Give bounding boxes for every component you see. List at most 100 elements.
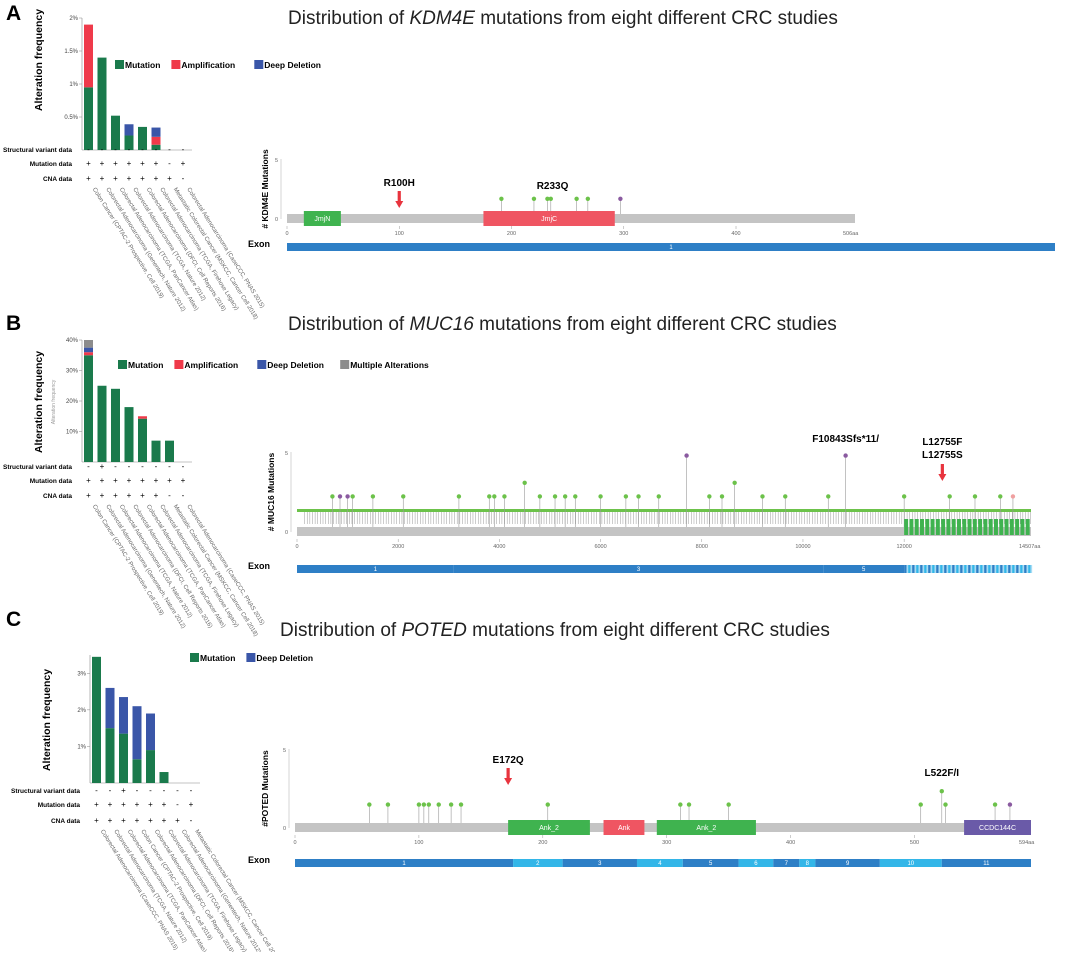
- row-mark: -: [182, 174, 185, 183]
- row-mark: +: [100, 491, 105, 500]
- row-label: Structural variant data: [3, 464, 72, 471]
- row-mark: +: [113, 491, 118, 500]
- sea-repeat-domain: [962, 519, 967, 535]
- exon-segment: [934, 565, 937, 573]
- sea-repeat-domain: [994, 519, 998, 535]
- y-tick-label: 40%: [66, 338, 79, 344]
- exon-number: 5: [862, 567, 866, 573]
- bar-amplification: [84, 352, 93, 356]
- row-mark: +: [135, 800, 140, 809]
- lollipop-head: [943, 802, 948, 807]
- exon-segment: [986, 565, 989, 573]
- sea-repeat-domain: [972, 519, 977, 535]
- protein-domain-label: Ank_2: [696, 825, 716, 832]
- exon-segment: [1020, 565, 1023, 573]
- row-mark: -: [141, 462, 144, 471]
- exon-number: 9: [846, 861, 850, 867]
- row-mark: +: [108, 800, 113, 809]
- exon-segment: [926, 565, 929, 573]
- bar-amplification: [84, 24, 93, 88]
- bar-mutation: [138, 126, 147, 150]
- exon-segment: [562, 859, 637, 867]
- exon-segment: [682, 859, 739, 867]
- lollipop-head: [826, 494, 831, 499]
- row-mark: +: [94, 800, 99, 809]
- row-mark: +: [175, 816, 180, 825]
- exon-segment: [297, 565, 454, 573]
- lollipop-head: [545, 802, 550, 807]
- row-mark: -: [168, 462, 171, 471]
- lollipop-head: [458, 802, 464, 807]
- row-mark: -: [149, 786, 152, 795]
- exon-segment: [944, 565, 947, 573]
- exon-segment: [930, 565, 933, 573]
- exon-segment: [928, 565, 931, 573]
- lollipop-head: [707, 494, 712, 499]
- sea-repeat-domain: [904, 519, 909, 535]
- protein-domain: [656, 820, 756, 835]
- mutation-annotation: L12755S: [922, 450, 963, 461]
- exon-segment: [823, 565, 905, 573]
- protein-length-label: 14507aa: [1019, 544, 1041, 550]
- lollipop-head: [843, 453, 848, 458]
- protein-x-tick-label: 300: [662, 840, 671, 846]
- lollipop-head: [548, 196, 553, 201]
- row-mark: +: [86, 159, 91, 168]
- exon-number: 1: [374, 567, 378, 573]
- legend-swatch: [115, 60, 124, 69]
- sea-repeat-domain: [978, 519, 983, 535]
- row-mark: -: [128, 145, 131, 154]
- bar-mutation: [92, 656, 101, 783]
- row-mark: +: [154, 491, 159, 500]
- lollipop-head: [426, 802, 432, 807]
- exon-segment: [904, 565, 907, 573]
- row-mark: -: [114, 462, 117, 471]
- panel-label-b: B: [6, 312, 21, 335]
- bar-mutation: [159, 772, 169, 783]
- y-tick-label: 2%: [77, 708, 86, 714]
- bar-deep-deletion: [146, 713, 155, 751]
- bar-mutation: [119, 733, 128, 783]
- lollipop-head: [618, 196, 623, 201]
- row-label: Mutation data: [38, 802, 81, 809]
- lollipop-head: [502, 494, 507, 499]
- lollipop-plot-b: 5 0 # MUC16 Mutations 0 2000 4000 6000 8000 1000…: [248, 434, 1041, 573]
- exon-number: 1: [669, 245, 673, 251]
- sea-repeat-domain: [988, 519, 993, 535]
- row-mark: -: [168, 491, 171, 500]
- exon-segment: [924, 565, 927, 573]
- panel-title-a: Distribution of KDM4E mutations from eig…: [288, 8, 838, 29]
- lollipop-head: [448, 802, 454, 807]
- exon-segment: [1018, 565, 1021, 573]
- row-mark: +: [100, 462, 105, 471]
- y-axis-label: Alteration frequency: [33, 9, 45, 111]
- bar-mutation: [132, 759, 142, 783]
- sea-repeat-domain: [925, 519, 930, 535]
- sea-repeat-domain: [914, 519, 919, 535]
- lollipop-head: [1010, 494, 1016, 499]
- bar-deep-deletion: [124, 124, 134, 136]
- row-mark: +: [127, 491, 132, 500]
- lollipop-head: [992, 802, 998, 807]
- bar-mutation: [97, 57, 107, 150]
- lollipop-head: [330, 494, 335, 499]
- exon-segment: [950, 565, 953, 573]
- exon-segment: [1028, 565, 1031, 573]
- row-mark: -: [87, 145, 90, 154]
- row-mark: -: [176, 800, 179, 809]
- row-mark: +: [181, 159, 186, 168]
- row-mark: +: [167, 476, 172, 485]
- lollipop-head: [918, 802, 923, 807]
- row-mark: +: [121, 800, 126, 809]
- exon-segment: [984, 565, 987, 573]
- exon-segment: [738, 859, 774, 867]
- sea-repeat-domain: [957, 519, 961, 535]
- row-mark: -: [163, 786, 166, 795]
- exon-segment: [295, 859, 514, 867]
- lollipop-head: [562, 494, 568, 499]
- lollipop-head: [998, 494, 1003, 499]
- row-mark: +: [86, 174, 91, 183]
- exon-segment: [773, 859, 800, 867]
- exon-number: 5: [709, 861, 713, 867]
